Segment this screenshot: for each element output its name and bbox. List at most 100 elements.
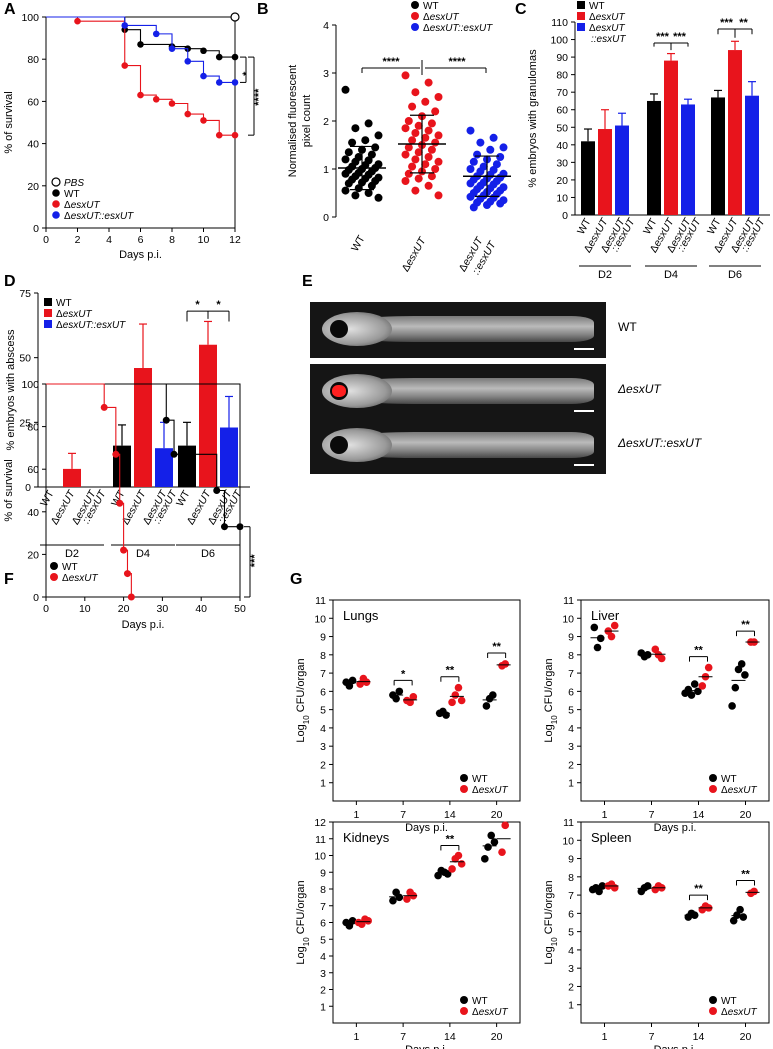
sig-star: ** <box>741 619 750 631</box>
y-axis-label: Log10 CFU/organ <box>295 658 311 742</box>
x-axis-label: Days p.i. <box>654 1044 697 1049</box>
y-tick-label: 0 <box>25 482 31 494</box>
legend-marker <box>709 785 717 793</box>
survival-point <box>231 79 239 86</box>
survival-point <box>127 593 135 601</box>
x-tick-label: 20 <box>118 603 130 615</box>
survival-point <box>152 30 160 38</box>
x-axis-label: Days p.i. <box>119 249 162 261</box>
bar <box>220 427 238 487</box>
y-tick-label: 1 <box>320 778 326 790</box>
data-point <box>687 691 696 699</box>
x-tick-label: 1 <box>353 1031 359 1043</box>
survival-point <box>123 570 131 578</box>
legend-marker <box>411 23 419 31</box>
panel-letter-c: C <box>515 1 527 18</box>
sig-star: ** <box>694 883 703 895</box>
data-point <box>610 883 619 892</box>
y-tick-label: 25 <box>19 417 31 429</box>
sig-star: * <box>195 299 200 311</box>
x-tick-label: 40 <box>195 603 207 615</box>
legend-marker <box>52 211 60 219</box>
data-point <box>414 121 423 130</box>
legend-marker <box>411 1 419 9</box>
survival-point <box>200 72 207 80</box>
legend-marker <box>460 785 468 793</box>
data-point <box>374 193 383 202</box>
data-point <box>351 124 360 133</box>
y-tick-label: 11 <box>563 595 574 607</box>
sig-star: **** <box>253 88 265 106</box>
bar <box>581 141 595 215</box>
y-tick-label: 2 <box>568 981 574 993</box>
x-tick-label: 0 <box>43 603 49 615</box>
y-tick-label: 8 <box>320 884 326 896</box>
x-tick-label: 1 <box>602 1031 608 1043</box>
data-point <box>401 150 410 159</box>
x-axis-label: Days p.i. <box>654 822 697 834</box>
data-point <box>487 831 496 840</box>
y-tick-label: 8 <box>320 650 326 662</box>
legend-marker <box>51 177 61 187</box>
y-tick-label: 7 <box>568 890 574 902</box>
panel-letter-b: B <box>257 1 269 18</box>
survival-point <box>184 58 192 65</box>
x-tick-label: 7 <box>400 809 406 821</box>
y-tick-label: 9 <box>320 632 326 644</box>
x-axis-label: Days p.i. <box>122 619 165 631</box>
legend-marker <box>50 562 58 570</box>
data-point <box>374 131 383 140</box>
legend-label: ::esxUT <box>591 34 626 45</box>
survival-point <box>220 523 228 531</box>
y-axis-label: Log10 CFU/organ <box>543 658 559 742</box>
survival-point <box>162 416 170 424</box>
data-point <box>434 93 443 101</box>
x-tick-label: 10 <box>198 234 210 246</box>
bar <box>155 448 173 487</box>
data-point <box>610 621 619 630</box>
legend-marker <box>411 12 419 20</box>
survival-point <box>200 47 207 55</box>
x-tick-label: 20 <box>740 809 752 821</box>
y-tick-label: 8 <box>568 872 574 884</box>
data-point <box>421 160 430 169</box>
y-tick-label: 20 <box>556 175 568 187</box>
legend-label: ΔesxUT <box>472 1007 508 1018</box>
data-point <box>501 821 510 830</box>
data-point <box>481 855 489 863</box>
x-tick-label: 0 <box>43 234 49 246</box>
legend-swatch <box>577 1 585 9</box>
x-axis-label: Days p.i. <box>405 822 448 834</box>
data-point <box>454 683 463 692</box>
data-point <box>341 85 350 94</box>
y-tick-label: 12 <box>314 817 326 829</box>
y-axis-label: % of survival <box>3 91 15 153</box>
data-point <box>483 201 491 209</box>
y-tick-label: 4 <box>568 723 574 735</box>
survival-point <box>121 62 129 69</box>
data-point <box>421 133 430 142</box>
data-point <box>351 191 360 200</box>
data-point <box>406 698 414 707</box>
data-point <box>486 145 495 154</box>
data-point <box>362 678 371 687</box>
y-tick-label: 11 <box>315 595 326 607</box>
data-point <box>371 143 380 152</box>
y-tick-label: 11 <box>315 834 326 846</box>
legend-marker <box>460 774 468 782</box>
y-tick-label: 3 <box>320 741 326 753</box>
y-tick-label: 60 <box>27 464 39 476</box>
y-tick-label: 4 <box>320 723 326 735</box>
data-point <box>401 71 410 80</box>
y-axis-label: % embryos with abscess <box>5 329 17 451</box>
legend-marker <box>709 1007 717 1015</box>
y-tick-label: 20 <box>27 181 39 193</box>
data-point <box>344 148 353 157</box>
y-tick-label: 9 <box>568 854 574 866</box>
data-point <box>736 905 744 914</box>
y-tick-label: 40 <box>27 507 39 519</box>
bar <box>134 368 152 487</box>
legend-marker <box>50 573 58 581</box>
data-point <box>489 691 497 699</box>
